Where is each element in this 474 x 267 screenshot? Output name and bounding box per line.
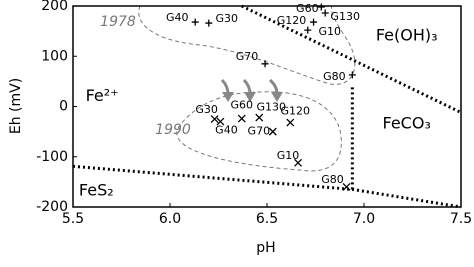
y-axis-label: Eh (mV) xyxy=(8,78,24,134)
data-point xyxy=(304,26,312,34)
data-point xyxy=(310,18,318,26)
x-tick-label: 7.0 xyxy=(353,211,375,227)
point-label: G130 xyxy=(256,101,286,114)
point-label: G80 xyxy=(323,70,346,83)
phase-boundary xyxy=(72,164,462,209)
arrows xyxy=(220,78,283,102)
point-label: G60 xyxy=(231,99,254,112)
data-point xyxy=(205,19,213,27)
x-tick-label: 6.5 xyxy=(256,211,278,227)
point-label: G120 xyxy=(277,14,307,27)
point-label: G70 xyxy=(248,125,271,138)
x-tick-label: 7.5 xyxy=(450,211,472,227)
region-label: FeS₂ xyxy=(79,180,114,199)
period-outline-1978 xyxy=(138,5,356,85)
data-point xyxy=(317,3,325,11)
data-point xyxy=(261,60,269,68)
point-label: G120 xyxy=(281,105,311,118)
y-tick-label: 100 xyxy=(41,48,68,64)
period-outline-1990 xyxy=(176,91,342,172)
point-label: G40 xyxy=(215,124,238,137)
data-point xyxy=(294,158,302,167)
region-label: Fe²⁺ xyxy=(86,86,119,105)
series-label: 1978 xyxy=(100,14,136,30)
data-point xyxy=(348,71,356,79)
y-tick-label: 0 xyxy=(59,99,68,115)
point-label: G130 xyxy=(330,10,360,23)
point-label: G10 xyxy=(277,149,300,162)
phase-boundary xyxy=(241,4,462,114)
data-point xyxy=(268,127,277,136)
point-label: G40 xyxy=(166,11,189,24)
region-label: FeCO₃ xyxy=(383,114,431,133)
y-tick-label: -100 xyxy=(36,149,68,165)
data-point xyxy=(210,115,219,124)
data-point xyxy=(255,113,264,122)
data-point xyxy=(237,114,246,123)
data-point xyxy=(286,118,295,127)
point-label: G60 xyxy=(296,2,319,15)
data-point xyxy=(216,117,225,126)
data-point xyxy=(191,18,199,26)
point-label: G80 xyxy=(321,173,344,186)
point-label: G30 xyxy=(195,103,218,116)
data-point xyxy=(342,182,351,191)
x-axis-label: pH xyxy=(256,240,275,256)
data-point xyxy=(321,9,329,17)
x-tick-label: 5.5 xyxy=(62,211,84,227)
point-label: G10 xyxy=(318,25,341,38)
series-label: 1990 xyxy=(155,122,191,138)
point-label: G30 xyxy=(216,12,239,25)
x-tick-label: 6.0 xyxy=(159,211,181,227)
region-label: Fe(OH)₃ xyxy=(376,26,438,45)
y-tick-label: 200 xyxy=(41,0,68,14)
point-label: G70 xyxy=(236,50,259,63)
y-tick-label: -200 xyxy=(36,199,68,215)
